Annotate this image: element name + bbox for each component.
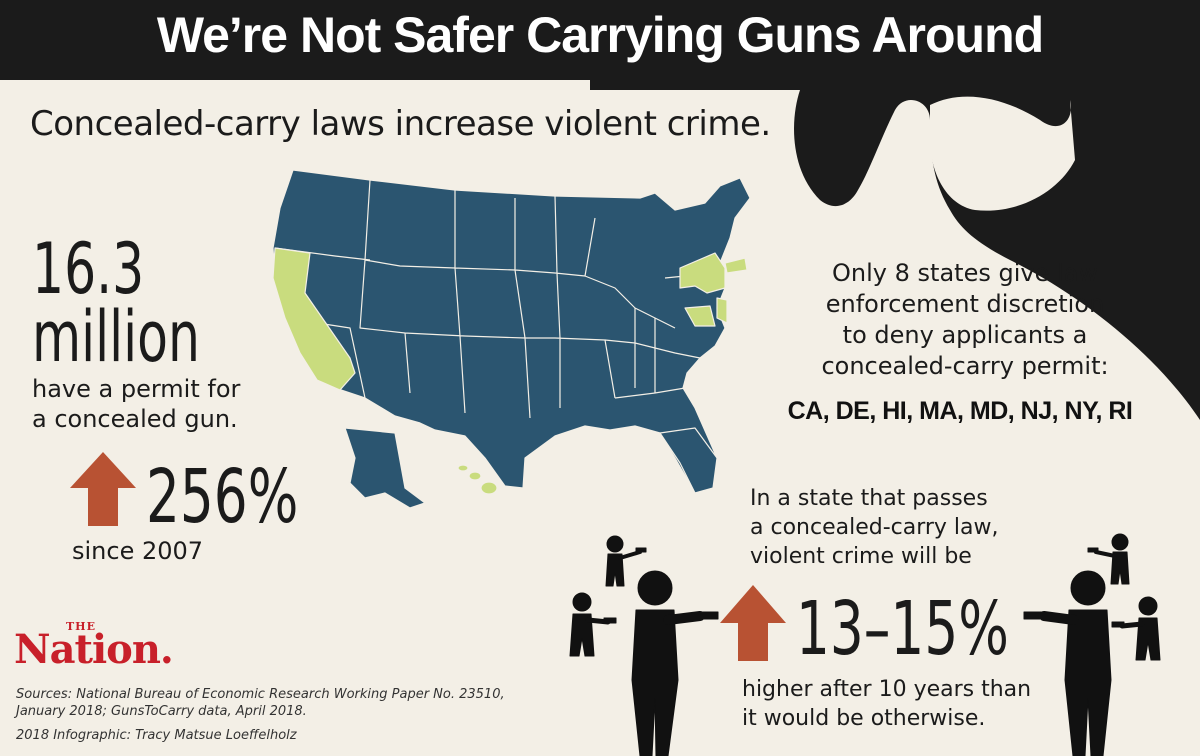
gunmen-right-icon bbox=[1023, 533, 1161, 756]
crime-text: In a state that passes a concealed-carry… bbox=[750, 484, 1060, 571]
discretion-text: Only 8 states give law enforcement discr… bbox=[800, 258, 1130, 382]
crime-up-arrow-icon bbox=[720, 585, 786, 661]
discretion-states: CA, DE, HI, MA, MD, NJ, NY, RI bbox=[787, 397, 1133, 425]
page-title: We’re Not Safer Carrying Guns Around bbox=[156, 7, 1044, 63]
crime-value: 13–15% bbox=[796, 586, 1009, 672]
up-arrow-icon bbox=[70, 452, 136, 526]
gunmen-left-icon bbox=[569, 535, 719, 756]
sources-line-1: Sources: National Bureau of Economic Res… bbox=[16, 687, 505, 702]
gun-silhouette-icon bbox=[590, 0, 1200, 420]
discretion-line-1: Only 8 states give law bbox=[832, 259, 1098, 287]
crime-after-text: higher after 10 years than it would be o… bbox=[742, 675, 1062, 733]
crime-line-3: violent crime will be bbox=[750, 544, 972, 569]
subtitle: Concealed-carry laws increase violent cr… bbox=[30, 104, 771, 144]
permit-number: 16.3 bbox=[32, 228, 145, 310]
logo-name: Nation. bbox=[14, 626, 174, 673]
discretion-line-3: to deny applicants a bbox=[842, 321, 1088, 349]
growth-since: since 2007 bbox=[72, 537, 204, 565]
us-map-icon bbox=[272, 169, 751, 509]
permit-line-1: have a permit for bbox=[32, 375, 241, 403]
discretion-line-2: enforcement discretion bbox=[825, 290, 1105, 318]
permit-line-2: a concealed gun. bbox=[32, 405, 238, 433]
sources: Sources: National Bureau of Economic Res… bbox=[16, 686, 576, 720]
crime-line-2: a concealed-carry law, bbox=[750, 515, 999, 540]
discretion-line-4: concealed-carry permit: bbox=[821, 352, 1109, 380]
permit-unit: million bbox=[32, 296, 200, 378]
logo-the: THE bbox=[66, 620, 96, 633]
crime-after-line-2: it would be otherwise. bbox=[742, 706, 986, 731]
growth-value: 256% bbox=[146, 454, 299, 540]
sources-line-2: January 2018; GunsToCarry data, April 20… bbox=[16, 704, 307, 719]
crime-after-line-1: higher after 10 years than bbox=[742, 677, 1032, 702]
crime-line-1: In a state that passes bbox=[750, 486, 988, 511]
credit: 2018 Infographic: Tracy Matsue Loeffelho… bbox=[16, 728, 297, 743]
